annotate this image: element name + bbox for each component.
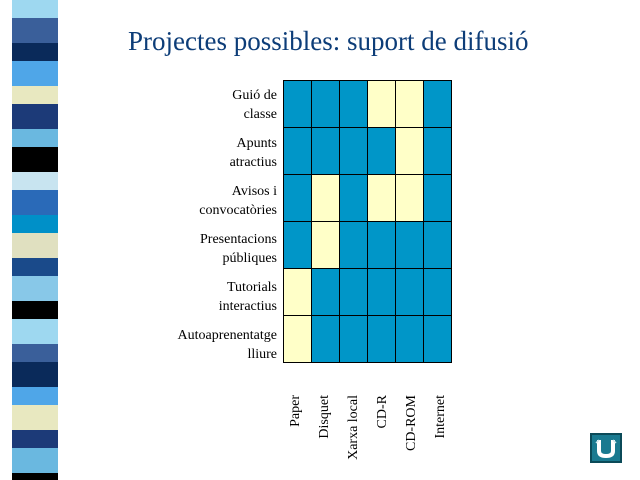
- row-label-guio: Guió de classe: [232, 88, 277, 122]
- matrix-cell: [311, 315, 340, 363]
- stripe-block: [12, 319, 58, 344]
- matrix-cell: [395, 174, 424, 222]
- row-label-presentacions: Presentacions públiques: [200, 232, 277, 266]
- matrix-cell: [423, 80, 452, 128]
- column-label-cd-r: CD-R: [375, 395, 390, 429]
- matrix-cell: [311, 174, 340, 222]
- stripe-block: [12, 104, 58, 129]
- matrix-cell: [283, 315, 312, 363]
- matrix-cell: [283, 80, 312, 128]
- stripe-block: [12, 172, 58, 190]
- matrix-row: [283, 80, 452, 128]
- matrix-cell: [283, 127, 312, 175]
- matrix-cell: [339, 80, 368, 128]
- matrix-row: [283, 315, 452, 363]
- stripe-block: [12, 86, 58, 104]
- matrix-cell: [283, 268, 312, 316]
- row-label-avisos: Avisos i convocatòries: [199, 184, 277, 218]
- matrix-cell: [339, 221, 368, 269]
- column-label-disquet: Disquet: [317, 395, 332, 439]
- stripe-block: [12, 61, 58, 86]
- return-icon: [595, 439, 617, 459]
- matrix-row: [283, 174, 452, 222]
- stripe-block: [12, 387, 58, 405]
- matrix-cell: [311, 268, 340, 316]
- matrix-cell: [395, 80, 424, 128]
- matrix-cell: [423, 174, 452, 222]
- matrix-cell: [423, 221, 452, 269]
- matrix-cell: [311, 221, 340, 269]
- matrix-cell: [423, 127, 452, 175]
- stripe-block: [12, 129, 58, 147]
- matrix-cell: [283, 174, 312, 222]
- matrix-cell: [283, 221, 312, 269]
- matrix-row: [283, 221, 452, 269]
- matrix-row: [283, 127, 452, 175]
- row-label-autoaprenentatge: Autoaprenentatge lliure: [177, 328, 277, 362]
- row-label-tutorials: Tutorials interactius: [218, 280, 277, 314]
- column-label-paper: Paper: [288, 395, 303, 427]
- matrix-cell: [423, 315, 452, 363]
- stripe-block: [12, 215, 58, 233]
- matrix-cell: [395, 221, 424, 269]
- matrix-cell: [395, 315, 424, 363]
- page-title: Projectes possibles: suport de difusió: [128, 26, 529, 56]
- stripe-block: [12, 405, 58, 430]
- matrix-row: [283, 268, 452, 316]
- stripe-block: [12, 0, 58, 18]
- matrix-cell: [339, 268, 368, 316]
- matrix-cell: [367, 174, 396, 222]
- matrix-cell: [367, 80, 396, 128]
- matrix-cell: [311, 80, 340, 128]
- matrix-cell: [339, 315, 368, 363]
- support-matrix: [283, 80, 452, 363]
- matrix-cell: [423, 268, 452, 316]
- stripe-block: [12, 362, 58, 387]
- stripe-block: [12, 473, 58, 480]
- return-button[interactable]: [590, 433, 622, 463]
- matrix-cell: [367, 127, 396, 175]
- column-label-cd-rom: CD-ROM: [404, 395, 419, 452]
- stripe-block: [12, 448, 58, 473]
- decorative-stripe: [12, 0, 58, 480]
- matrix-cell: [339, 127, 368, 175]
- matrix-cell: [367, 221, 396, 269]
- stripe-block: [12, 301, 58, 319]
- stripe-block: [12, 430, 58, 448]
- stripe-block: [12, 233, 58, 258]
- matrix-cell: [339, 174, 368, 222]
- matrix-cell: [395, 268, 424, 316]
- stripe-block: [12, 43, 58, 61]
- row-label-apunts: Apunts atractius: [229, 136, 277, 170]
- matrix-cell: [395, 127, 424, 175]
- column-label-internet: Internet: [433, 395, 448, 439]
- stripe-block: [12, 18, 58, 43]
- matrix-cell: [367, 315, 396, 363]
- column-label-xarxa-local: Xarxa local: [346, 395, 361, 460]
- stripe-block: [12, 147, 58, 172]
- matrix-cell: [311, 127, 340, 175]
- stripe-block: [12, 344, 58, 362]
- matrix-cell: [367, 268, 396, 316]
- stripe-block: [12, 258, 58, 276]
- stripe-block: [12, 276, 58, 301]
- stripe-block: [12, 190, 58, 215]
